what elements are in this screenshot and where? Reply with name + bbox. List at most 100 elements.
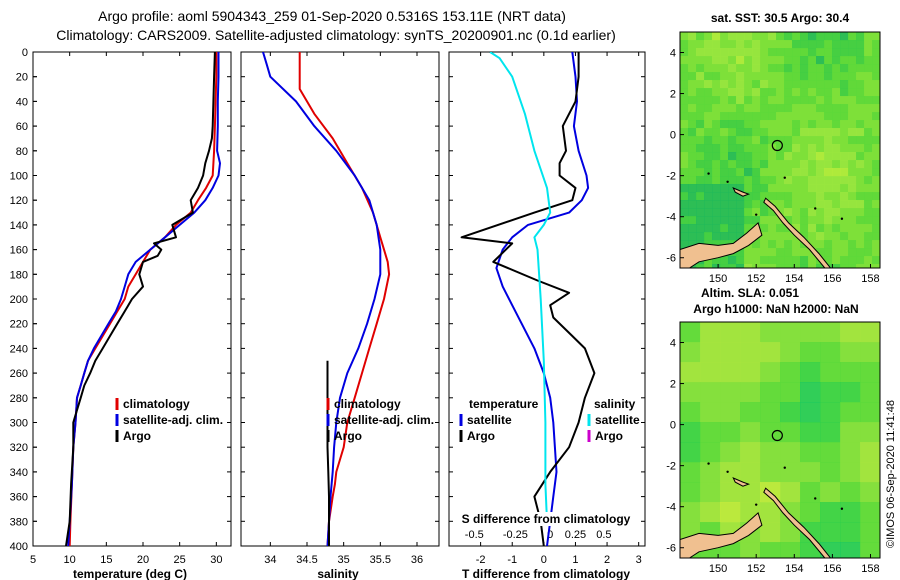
map-cell bbox=[712, 192, 721, 201]
x-tick-label: 1 bbox=[572, 554, 578, 566]
map-cell bbox=[864, 32, 873, 41]
map-cell bbox=[712, 200, 721, 209]
map-cell bbox=[832, 264, 841, 268]
map-cell bbox=[688, 48, 697, 57]
land-polygon bbox=[680, 512, 763, 558]
temperature-ticks: 0 20 40 60 80 100 120 140 160 180 200 220 240 260 280 3… bbox=[10, 47, 231, 566]
map-cell bbox=[720, 200, 729, 209]
map-cell bbox=[816, 248, 825, 257]
map-cell bbox=[780, 482, 801, 503]
map-cell bbox=[800, 362, 821, 383]
map-cell bbox=[712, 128, 721, 137]
map-cell bbox=[768, 80, 777, 89]
map-cell bbox=[760, 104, 769, 113]
map-cell bbox=[824, 96, 833, 105]
small-island bbox=[754, 503, 758, 506]
map-cell bbox=[824, 72, 833, 81]
lat-tick-label: 0 bbox=[670, 130, 676, 142]
map-cell bbox=[704, 48, 713, 57]
map-cell bbox=[760, 216, 769, 225]
map-cell bbox=[840, 442, 861, 463]
sla-map-frame bbox=[679, 321, 881, 559]
map-cell bbox=[720, 502, 741, 523]
map-cell bbox=[680, 192, 689, 201]
map-cell bbox=[840, 80, 849, 89]
map-cell bbox=[768, 208, 777, 217]
map-cell bbox=[696, 216, 705, 225]
map-cell bbox=[728, 128, 737, 137]
map-cell bbox=[768, 64, 777, 73]
map-cell bbox=[832, 64, 841, 73]
map-cell bbox=[784, 32, 793, 41]
x-tick-label: 20 bbox=[137, 554, 149, 566]
map-cell bbox=[728, 72, 737, 81]
lat-tick-label: 4 bbox=[670, 338, 676, 350]
map-cell bbox=[784, 232, 793, 241]
map-cell bbox=[824, 240, 833, 249]
map-cell bbox=[704, 40, 713, 49]
map-cell bbox=[824, 256, 833, 265]
salinity-legend: climatology satellite-adj. clim. Argo bbox=[326, 397, 434, 443]
map-cell bbox=[728, 64, 737, 73]
map-cell bbox=[824, 56, 833, 65]
small-island bbox=[707, 172, 710, 175]
map-cell bbox=[744, 40, 753, 49]
map-cell bbox=[848, 152, 857, 161]
salinity-xlabel: salinity bbox=[317, 567, 359, 580]
map-cell bbox=[720, 64, 729, 73]
depth-tick-label: 400 bbox=[10, 541, 28, 553]
map-cell bbox=[800, 256, 809, 265]
map-cell bbox=[848, 232, 857, 241]
map-cell bbox=[856, 112, 865, 121]
map-cell bbox=[712, 136, 721, 145]
map-cell bbox=[720, 176, 729, 185]
x-tick-label: 35 bbox=[338, 554, 350, 566]
map-cell bbox=[784, 48, 793, 57]
map-cell bbox=[728, 160, 737, 169]
map-cell bbox=[728, 120, 737, 129]
map-cell bbox=[752, 80, 761, 89]
map-cell bbox=[792, 72, 801, 81]
map-cell bbox=[744, 144, 753, 153]
map-cell bbox=[720, 208, 729, 217]
map-cell bbox=[784, 248, 793, 257]
map-cell bbox=[712, 224, 721, 233]
map-cell bbox=[864, 232, 873, 241]
lon-tick-label: 154 bbox=[785, 273, 803, 285]
map-cell bbox=[840, 32, 849, 41]
map-cell bbox=[848, 160, 857, 169]
map-cell bbox=[744, 104, 753, 113]
map-cell bbox=[760, 112, 769, 121]
map-cell bbox=[832, 200, 841, 209]
map-cell bbox=[784, 256, 793, 265]
lat-tick-label: -2 bbox=[666, 171, 676, 183]
map-cell bbox=[760, 248, 769, 257]
imos-credit: ©IMOS 06-Sep-2020 11:41:48 bbox=[885, 400, 897, 548]
map-cell bbox=[720, 72, 729, 81]
map-cell bbox=[824, 112, 833, 121]
map-cell bbox=[856, 48, 865, 57]
map-cell bbox=[816, 184, 825, 193]
map-cell bbox=[736, 144, 745, 153]
map-cell bbox=[720, 402, 741, 423]
map-cell bbox=[800, 442, 821, 463]
map-cell bbox=[864, 80, 873, 89]
small-island bbox=[754, 213, 758, 216]
map-cell bbox=[760, 192, 769, 201]
map-cell bbox=[704, 32, 713, 41]
map-cell bbox=[720, 382, 741, 403]
map-cell bbox=[864, 104, 873, 113]
map-cell bbox=[720, 160, 729, 169]
map-cell bbox=[840, 216, 849, 225]
map-cell bbox=[832, 232, 841, 241]
map-cell bbox=[848, 56, 857, 65]
map-cell bbox=[816, 176, 825, 185]
map-cell bbox=[720, 264, 729, 268]
map-cell bbox=[776, 48, 785, 57]
map-cell bbox=[768, 184, 777, 193]
map-cell bbox=[720, 144, 729, 153]
map-cell bbox=[728, 80, 737, 89]
map-cell bbox=[700, 482, 721, 503]
map-cell bbox=[744, 192, 753, 201]
x-tick-label: 35.5 bbox=[370, 554, 391, 566]
